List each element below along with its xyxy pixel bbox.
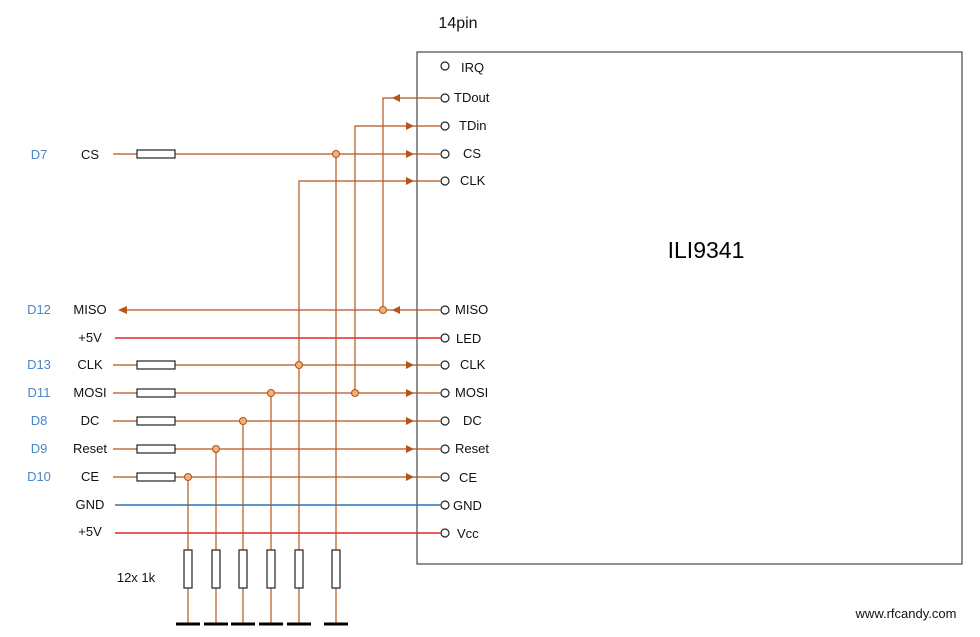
junction-dc (238, 416, 248, 426)
junction-cs (331, 149, 341, 159)
arrow-miso-in (392, 306, 400, 314)
arrow-reset (406, 445, 414, 453)
junction-mosi-tdin (350, 388, 360, 398)
resistor-pulldown-cs (331, 549, 341, 589)
resistor-pulldown-clk (294, 549, 304, 589)
resistor-reset (136, 444, 176, 454)
pin-label-irq: IRQ (461, 60, 484, 75)
junction-mosi-pulldown (266, 388, 276, 398)
resistor-pulldown-ce (183, 549, 193, 589)
resistor-pulldown-dc (238, 549, 248, 589)
signal-label-gnd: GND (76, 497, 105, 512)
pin-circle-clk (440, 360, 450, 370)
pin-circle-irq (440, 61, 450, 71)
arrow-miso-out (118, 306, 127, 314)
arduino-pin-d8: D8 (31, 413, 48, 428)
pin-label-cs: CS (463, 146, 481, 161)
resistor-ce (136, 472, 176, 482)
resistor-pulldown-mosi (266, 549, 276, 589)
junction-dots (183, 149, 388, 482)
arrow-ce (406, 473, 414, 481)
signal-label-cs: CS (81, 147, 99, 162)
pin-label-ce: CE (459, 470, 477, 485)
pin-label-dc: DC (463, 413, 482, 428)
pin-label-clk-top: CLK (460, 173, 486, 188)
resistor-dc (136, 416, 176, 426)
pin-label-mosi: MOSI (455, 385, 488, 400)
arduino-pin-labels: D7 D12 D13 D11 D8 D9 D10 (27, 147, 51, 484)
pulldown-legs (187, 154, 337, 623)
arduino-pin-d10: D10 (27, 469, 51, 484)
pin-circle-vcc (440, 528, 450, 538)
resistor-clk (136, 360, 176, 370)
junction-clk (294, 360, 304, 370)
display-pin-labels: IRQ TDout TDin CS CLK MISO LED CLK MOSI … (453, 60, 490, 541)
arduino-pin-d13: D13 (27, 357, 51, 372)
pin-circle-tdin (440, 121, 450, 131)
pin-circle-led (440, 333, 450, 343)
pin-circle-dc (440, 416, 450, 426)
signal-label-clk: CLK (77, 357, 103, 372)
pin-circle-tdout (440, 93, 450, 103)
pin-label-vcc: Vcc (457, 526, 479, 541)
pin-circle-miso (440, 305, 450, 315)
signal-label-mosi: MOSI (73, 385, 106, 400)
pin-label-led: LED (456, 331, 481, 346)
resistor-cs (136, 149, 176, 159)
signal-label-miso: MISO (73, 302, 106, 317)
display-module (416, 51, 963, 565)
pin-circle-gnd (440, 500, 450, 510)
pin-circle-clk-top (440, 176, 450, 186)
signal-label-5v-led: +5V (78, 330, 102, 345)
wire-touch-clk (298, 180, 441, 365)
signal-label-5v-vcc: +5V (78, 524, 102, 539)
arduino-pin-d9: D9 (31, 441, 48, 456)
wire-tdout (382, 97, 441, 310)
arrow-tdin (406, 122, 414, 130)
resistor-pulldown-reset (211, 549, 221, 589)
pin-label-miso: MISO (455, 302, 488, 317)
pin-label-tdout: TDout (454, 90, 490, 105)
pin-label-tdin: TDin (459, 118, 486, 133)
pulldown-resistors (183, 549, 341, 589)
resistor-note: 12x 1k (117, 570, 156, 585)
horizontal-wires (113, 97, 441, 534)
pin-circle-cs (440, 149, 450, 159)
signal-label-dc: DC (81, 413, 100, 428)
junction-ce (183, 472, 193, 482)
pin-circle-mosi (440, 388, 450, 398)
arrowheads (118, 94, 414, 481)
junction-reset (211, 444, 221, 454)
arrow-dc (406, 417, 414, 425)
signal-label-ce: CE (81, 469, 99, 484)
chip-label: ILI9341 (668, 237, 745, 263)
arduino-pin-d11: D11 (28, 385, 51, 400)
pin-circle-ce (440, 472, 450, 482)
resistor-mosi (136, 388, 176, 398)
arrow-tdout (392, 94, 400, 102)
signal-labels: CS MISO +5V CLK MOSI DC Reset CE GND +5V (73, 147, 107, 539)
arrow-clk (406, 361, 414, 369)
pin-label-reset: Reset (455, 441, 489, 456)
arrow-cs (406, 150, 414, 158)
watermark: www.rfcandy.com (855, 606, 957, 621)
series-resistors (136, 149, 176, 482)
junction-miso (378, 305, 388, 315)
pin-circle-reset (440, 444, 450, 454)
pin-label-clk: CLK (460, 357, 486, 372)
arrow-mosi (406, 389, 414, 397)
header-title: 14pin (438, 15, 477, 32)
arrow-touch-clk (406, 177, 414, 185)
signal-label-reset: Reset (73, 441, 107, 456)
arduino-pin-d12: D12 (27, 302, 51, 317)
pin-label-gnd: GND (453, 498, 482, 513)
arduino-pin-d7: D7 (31, 147, 48, 162)
